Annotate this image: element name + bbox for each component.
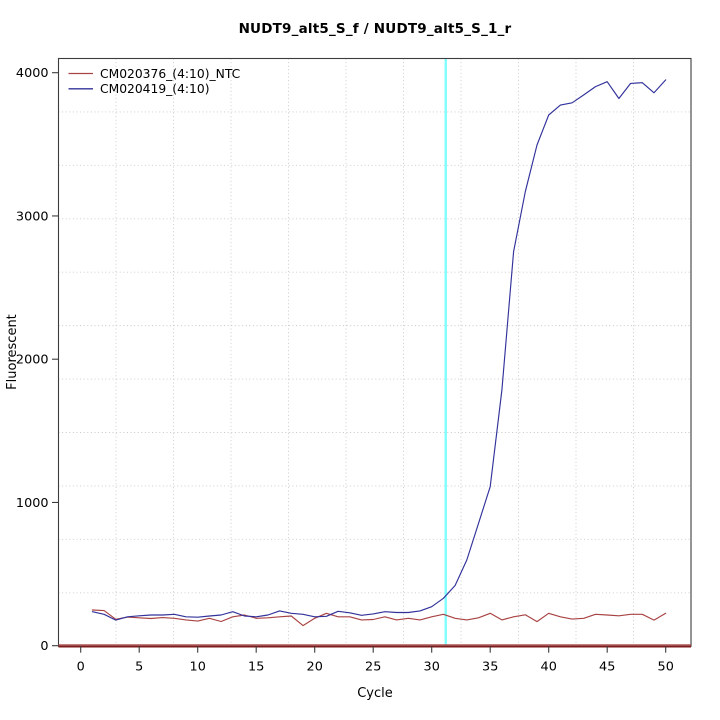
x-tick-label: 30 <box>424 660 440 675</box>
x-tick-label: 45 <box>599 660 615 675</box>
x-tick-label: 25 <box>365 660 381 675</box>
y-tick-label: 3000 <box>16 209 49 224</box>
x-tick-label: 35 <box>482 660 498 675</box>
x-axis-title: Cycle <box>357 686 393 701</box>
chart-title: NUDT9_alt5_S_f / NUDT9_alt5_S_1_r <box>238 21 512 37</box>
plot-frame <box>57 57 692 647</box>
y-tick-label: 4000 <box>16 66 49 81</box>
x-tick-label: 15 <box>248 660 264 675</box>
series-line-sample <box>91 79 667 621</box>
x-tick-label: 40 <box>541 660 557 675</box>
x-tick-label: 5 <box>135 660 143 675</box>
y-tick-label: 1000 <box>16 496 49 511</box>
x-tick-label: 10 <box>190 660 206 675</box>
x-tick-label: 50 <box>658 660 674 675</box>
series-line-ntc <box>91 609 667 627</box>
x-tick-label: 0 <box>77 660 85 675</box>
y-tick-label: 0 <box>40 639 48 654</box>
x-tick-label: 20 <box>307 660 323 675</box>
legend-label: CM020419_(4:10) <box>100 82 210 96</box>
legend-label: CM020376_(4:10)_NTC <box>100 67 240 81</box>
y-tick-label: 2000 <box>16 353 49 368</box>
